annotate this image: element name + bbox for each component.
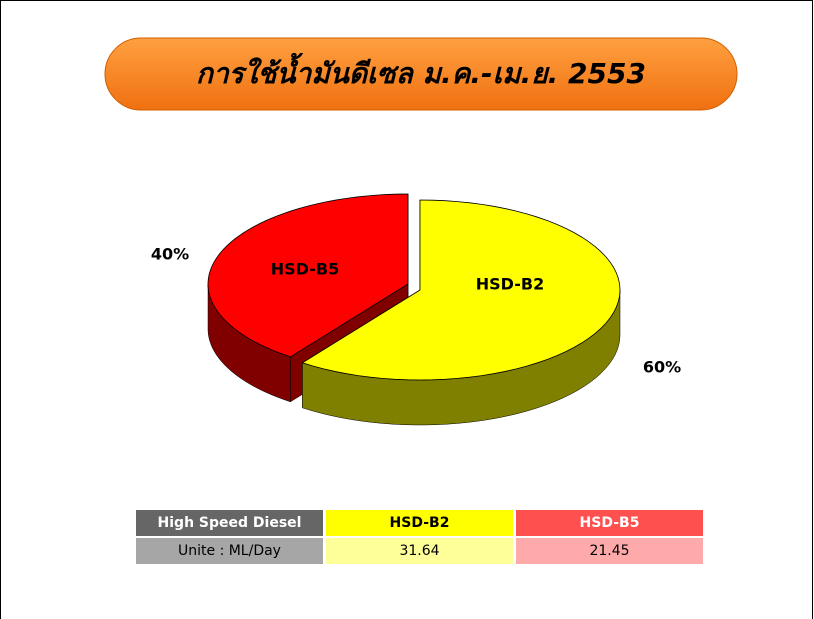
slice: [301, 199, 621, 381]
slice-label: HSD-B5: [271, 260, 339, 279]
chart-title: การใช้น้ำมันดีเซล ม.ค.-เม.ย. 2553: [196, 52, 646, 90]
percent-label: 40%: [151, 245, 189, 264]
header-cell: HSD-B5: [516, 510, 703, 536]
cell: 31.64: [326, 538, 513, 564]
slice: [207, 193, 409, 358]
slice-label: HSD-B2: [476, 275, 544, 294]
cell: Unite : ML/Day: [136, 538, 323, 564]
cell: 21.45: [516, 538, 703, 564]
percent-label: 60%: [643, 358, 681, 377]
pie: HSD-B2 60% HSD-B5 40%: [151, 193, 681, 426]
header-cell: High Speed Diesel: [136, 510, 323, 536]
title-banner: [104, 37, 738, 111]
data-table: High Speed Diesel HSD-B2 HSD-B5 Unite : …: [133, 508, 706, 566]
header-cell: HSD-B2: [326, 510, 513, 536]
